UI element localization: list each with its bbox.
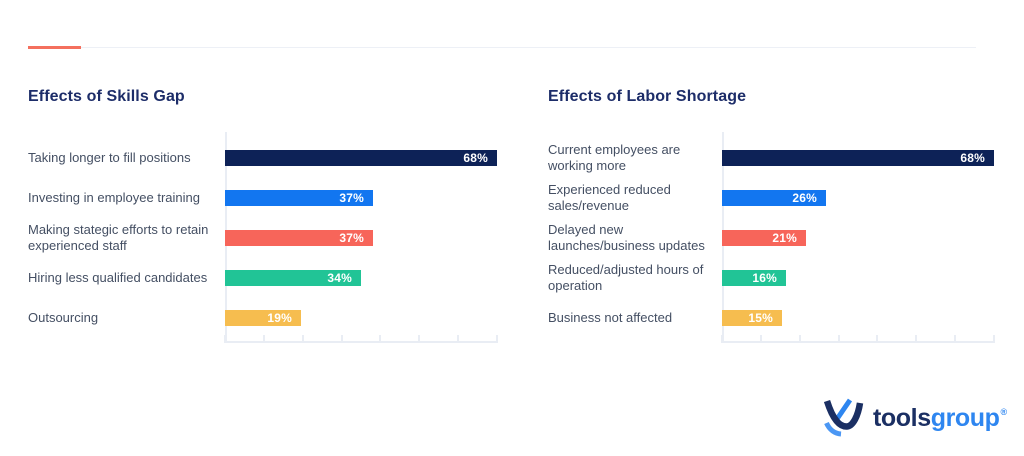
bar-category-label: Delayed new launches/business updates xyxy=(548,222,705,253)
axis-tick xyxy=(418,335,421,343)
bar-row: Current employees are working more 68% xyxy=(548,138,994,178)
axis-tick xyxy=(876,335,879,343)
bar-category-label: Current employees are working more xyxy=(548,142,681,173)
axis-tick xyxy=(379,335,382,343)
logo-text-tools: tools xyxy=(873,403,931,432)
chart-title: Effects of Labor Shortage xyxy=(548,88,747,105)
bar-category-label: Making stategic efforts to retain experi… xyxy=(28,222,209,253)
bar-track: 34% xyxy=(225,270,497,286)
bar: 37% xyxy=(225,230,373,246)
bar-rows: Taking longer to fill positions 68% Invest… xyxy=(28,138,497,338)
logo-text-group: group xyxy=(930,403,1000,432)
bar-track: 16% xyxy=(722,270,994,286)
bar-row: Hiring less qualified candidates 34% xyxy=(28,258,497,298)
x-axis xyxy=(721,335,995,343)
bar-row: Experienced reduced sales/revenue 26% xyxy=(548,178,994,218)
axis-tick xyxy=(301,335,304,343)
bar-row: Making stategic efforts to retain experi… xyxy=(28,218,497,258)
axis-tick xyxy=(224,335,226,343)
top-divider xyxy=(28,46,976,49)
bar: 21% xyxy=(722,230,806,246)
x-axis xyxy=(224,335,498,343)
chart-skills-gap: Effects of Skills Gap Taking longer to f… xyxy=(28,88,498,343)
bar: 19% xyxy=(225,310,301,326)
bar-rows: Current employees are working more 68% Exp… xyxy=(548,138,994,338)
accent-underline xyxy=(28,46,81,49)
chart-title: Effects of Skills Gap xyxy=(28,88,185,105)
axis-tick xyxy=(798,335,801,343)
bar-track: 21% xyxy=(722,230,994,246)
charts-area: Effects of Skills Gap Taking longer to f… xyxy=(28,88,995,343)
axis-tick xyxy=(340,335,343,343)
bar-value-label: 34% xyxy=(327,271,352,285)
bar: 68% xyxy=(722,150,994,166)
bar-value-label: 21% xyxy=(772,231,797,245)
axis-tick xyxy=(837,335,840,343)
bar-value-label: 15% xyxy=(748,311,773,325)
bar-value-label: 68% xyxy=(463,151,488,165)
axis-tick xyxy=(915,335,918,343)
bar-value-label: 37% xyxy=(339,231,364,245)
bar-value-label: 37% xyxy=(339,191,364,205)
bar-track: 19% xyxy=(225,310,497,326)
toolsgroup-logo-icon xyxy=(824,398,864,437)
axis-tick xyxy=(457,335,460,343)
bar-track: 15% xyxy=(722,310,994,326)
bar-value-label: 19% xyxy=(267,311,292,325)
bar-value-label: 68% xyxy=(960,151,985,165)
toolsgroup-wordmark: toolsgroup® xyxy=(873,403,1008,432)
bar: 16% xyxy=(722,270,786,286)
bar-track: 68% xyxy=(722,150,994,166)
bar-category-label: Investing in employee training xyxy=(28,190,200,205)
axis-tick xyxy=(993,335,995,343)
bar-track: 37% xyxy=(225,230,497,246)
bar-row: Reduced/adjusted hours of operation 16% xyxy=(548,258,994,298)
bar-track: 68% xyxy=(225,150,497,166)
plot-area: Taking longer to fill positions 68% Invest… xyxy=(28,132,498,343)
bar: 68% xyxy=(225,150,497,166)
bar-category-label: Hiring less qualified candidates xyxy=(28,270,208,285)
bar: 34% xyxy=(225,270,361,286)
bar: 37% xyxy=(225,190,373,206)
bar-category-label: Outsourcing xyxy=(28,310,99,325)
bar-value-label: 26% xyxy=(792,191,817,205)
bar-row: Business not affected 15% xyxy=(548,298,994,338)
axis-tick xyxy=(721,335,723,343)
axis-tick xyxy=(954,335,957,343)
bar-row: Investing in employee training 37% xyxy=(28,178,497,218)
bar-category-label: Reduced/adjusted hours of operation xyxy=(548,262,704,293)
bar-row: Outsourcing 19% xyxy=(28,298,497,338)
chart-labor-shortage: Effects of Labor Shortage Current employ… xyxy=(548,88,995,343)
plot-area: Current employees are working more 68% Exp… xyxy=(548,132,995,343)
axis-tick xyxy=(496,335,498,343)
bar: 15% xyxy=(722,310,782,326)
axis-tick xyxy=(262,335,265,343)
bar-track: 26% xyxy=(722,190,994,206)
registered-mark: ® xyxy=(1000,406,1008,417)
bar-value-label: 16% xyxy=(752,271,777,285)
bar-row: Delayed new launches/business updates 21% xyxy=(548,218,994,258)
bar-category-label: Taking longer to fill positions xyxy=(28,150,191,165)
bar-track: 37% xyxy=(225,190,497,206)
bar-category-label: Business not affected xyxy=(548,310,673,325)
bar: 26% xyxy=(722,190,826,206)
toolsgroup-logo: toolsgroup® xyxy=(824,398,1007,438)
bar-row: Taking longer to fill positions 68% xyxy=(28,138,497,178)
bar-category-label: Experienced reduced sales/revenue xyxy=(548,182,671,213)
axis-tick xyxy=(759,335,762,343)
